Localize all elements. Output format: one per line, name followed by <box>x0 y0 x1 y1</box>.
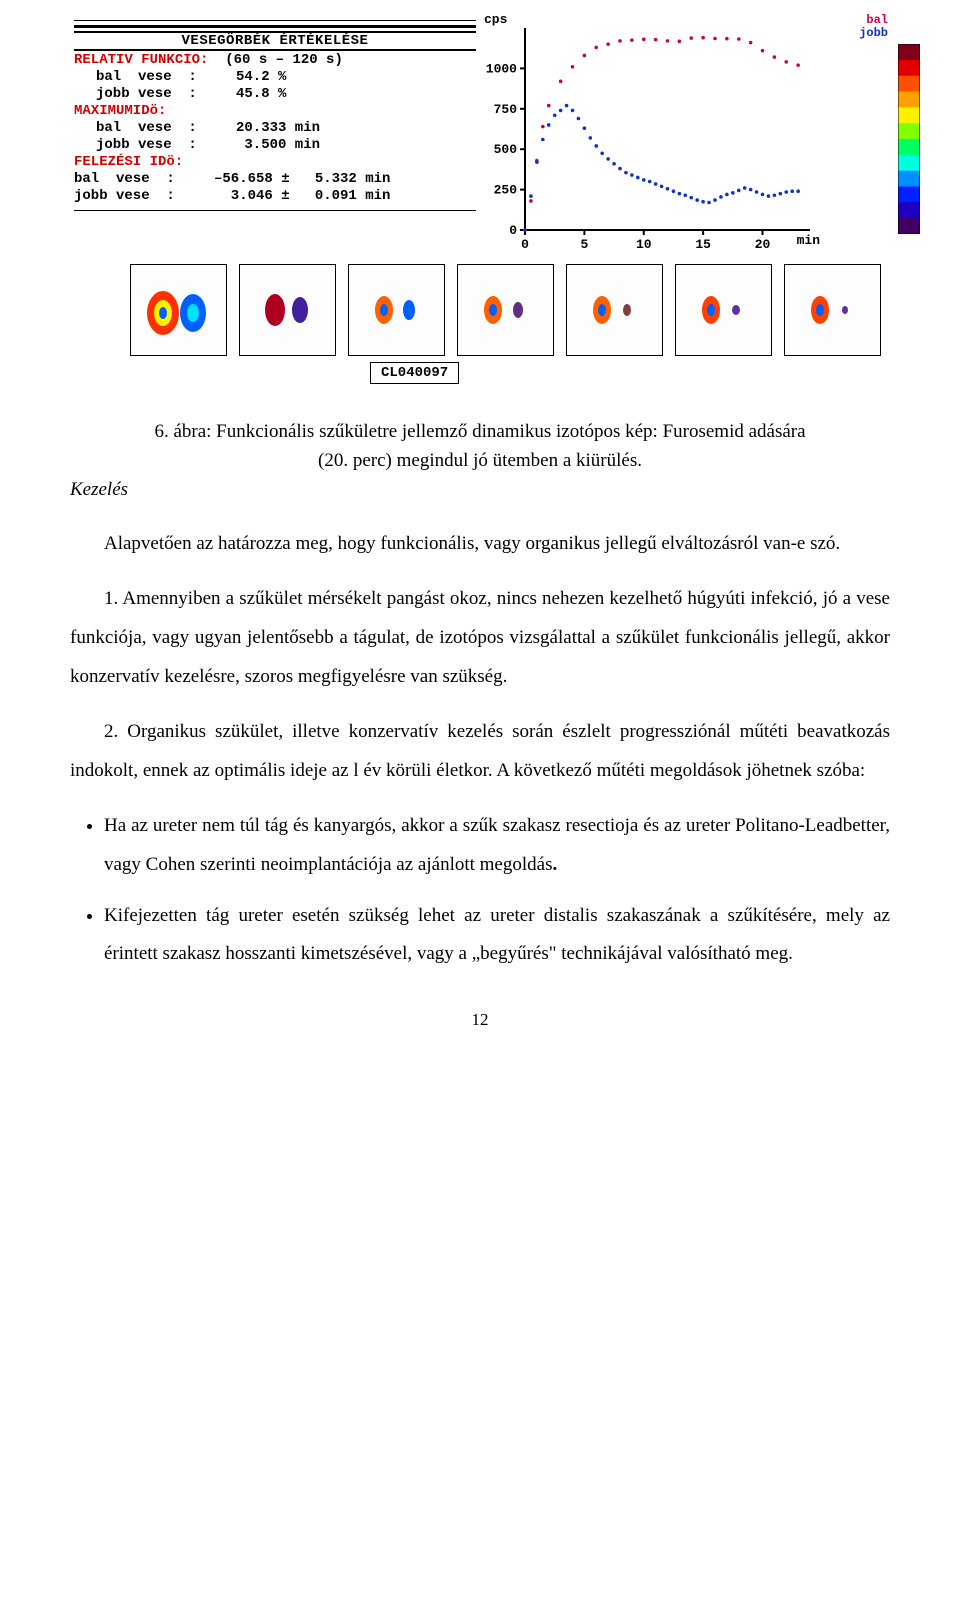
thumb-5 <box>566 264 663 356</box>
thumb-7 <box>784 264 881 356</box>
maxtime-header: MAXIMUMIDö: <box>74 103 166 119</box>
svg-text:500: 500 <box>494 142 518 157</box>
relfunc-header: RELATIV FUNKCIO: <box>74 52 208 68</box>
renogram-chart: cps min bal jobb 0 250 500 750 1000 0 5 10 15 20 <box>480 10 890 258</box>
eval-title: VESEGÖRBÉK ÉRTÉKELÉSE <box>74 33 476 49</box>
relfunc-jobb-label: jobb vese : <box>96 86 236 102</box>
study-id: CL040097 <box>370 362 459 384</box>
bullet-list: Ha az ureter nem túl tág és kanyargós, a… <box>70 807 890 975</box>
halftime-bal-value: –56.658 ± 5.332 min <box>214 171 454 187</box>
halftime-jobb-label: jobb vese : <box>74 188 214 204</box>
chart-xlabel: min <box>797 233 820 248</box>
maxtime-jobb-value: 3.500 min <box>236 137 476 153</box>
relfunc-jobb-value: 45.8 % <box>236 86 476 102</box>
svg-text:0: 0 <box>509 223 517 238</box>
thumb-1 <box>130 264 227 356</box>
svg-text:250: 250 <box>494 183 518 198</box>
paragraph-2: 1. Amennyiben a szűkület mérsékelt pangá… <box>70 580 890 697</box>
caption-line2: (20. perc) megindul jó ütemben a kiürülé… <box>318 450 642 471</box>
renogram-figure: VESEGÖRBÉK ÉRTÉKELÉSE RELATIV FUNKCIO: (… <box>70 10 890 384</box>
evaluation-table: VESEGÖRBÉK ÉRTÉKELÉSE RELATIV FUNKCIO: (… <box>70 10 480 258</box>
bullet-1-dot: . <box>552 854 557 875</box>
bullet-1: Ha az ureter nem túl tág és kanyargós, a… <box>104 807 890 885</box>
svg-text:5: 5 <box>580 237 588 252</box>
bullet-1-text: Ha az ureter nem túl tág és kanyargós, a… <box>104 815 890 875</box>
svg-text:750: 750 <box>494 102 518 117</box>
bullet-2: Kifejezetten tág ureter esetén szükség l… <box>104 897 890 975</box>
svg-text:0: 0 <box>521 237 529 252</box>
svg-text:20: 20 <box>755 237 771 252</box>
thumb-4 <box>457 264 554 356</box>
colorbar <box>898 44 920 234</box>
chart-ylabel: cps <box>484 12 507 27</box>
chart-svg: 0 250 500 750 1000 0 5 10 15 20 <box>480 10 870 258</box>
section-heading: Kezelés <box>70 479 890 501</box>
relfunc-bal-label: bal vese : <box>96 69 236 85</box>
maxtime-jobb-label: jobb vese : <box>96 137 236 153</box>
legend-jobb: jobb <box>859 26 888 40</box>
paragraph-1: Alapvetően az határozza meg, hogy funkci… <box>70 525 890 564</box>
paragraph-3: 2. Organikus szükület, illetve konzervat… <box>70 713 890 791</box>
thumb-2 <box>239 264 336 356</box>
maxtime-bal-value: 20.333 min <box>236 120 476 136</box>
svg-text:1000: 1000 <box>486 61 517 76</box>
thumb-6 <box>675 264 772 356</box>
svg-text:10: 10 <box>636 237 652 252</box>
maxtime-bal-label: bal vese : <box>96 120 236 136</box>
caption-line1: 6. ábra: Funkcionális szűkületre jellemz… <box>154 421 805 442</box>
halftime-jobb-value: 3.046 ± 0.091 min <box>214 188 454 204</box>
halftime-bal-label: bal vese : <box>74 171 214 187</box>
thumb-3 <box>348 264 445 356</box>
chart-legend: bal jobb <box>859 14 888 40</box>
relfunc-range: (60 s – 120 s) <box>225 52 343 68</box>
figure-caption: 6. ábra: Funkcionális szűkületre jellemz… <box>70 418 890 475</box>
halftime-header: FELEZÉSI IDö: <box>74 154 183 170</box>
legend-bal: bal <box>866 13 888 27</box>
thumbnail-row <box>70 264 890 356</box>
svg-text:15: 15 <box>695 237 711 252</box>
relfunc-bal-value: 54.2 % <box>236 69 476 85</box>
page-number: 12 <box>70 1010 890 1030</box>
